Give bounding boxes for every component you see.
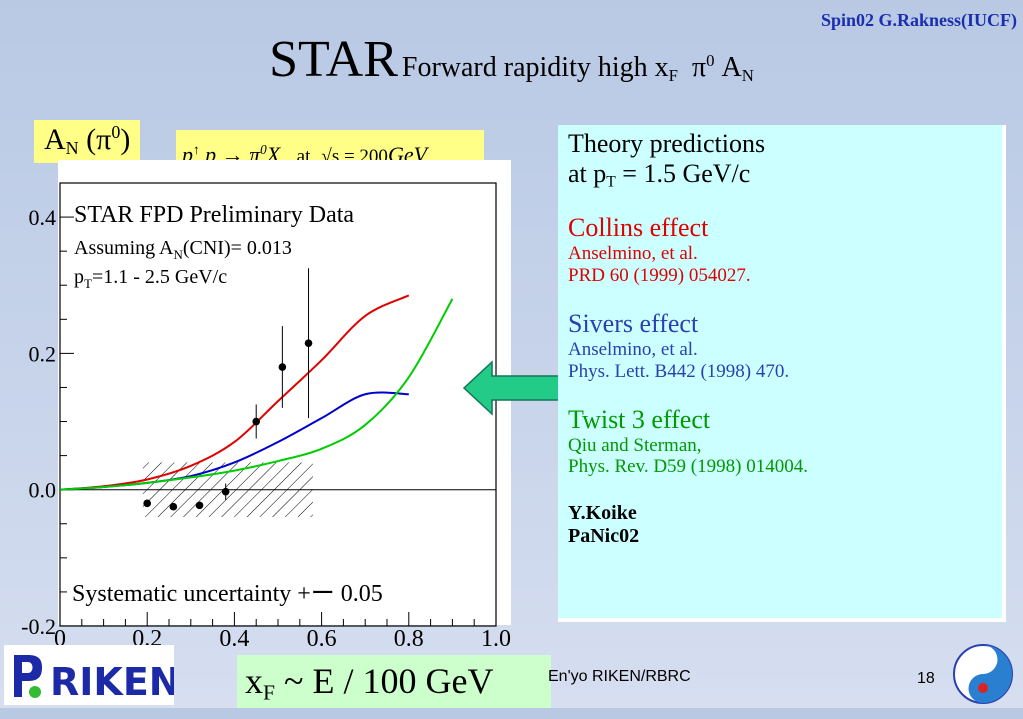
y-tick-labels: 0.4 0.2 0.0 -0.2 [21,205,56,639]
data-point [195,501,204,510]
twist3-ref1: Qiu and Sterman, [568,434,702,456]
data-point [143,499,151,508]
data-point [278,363,287,371]
theory-curves [59,294,454,491]
footer-author: En'yo RIKEN/RBRC [548,668,691,685]
data-point [252,417,260,426]
collins-ref1: Anselmino, et al. [568,243,698,265]
data-point [304,339,313,347]
page-number: 18 [917,670,935,687]
slide-title: STAR Forward rapidity high xF π0 AN [0,30,1023,89]
theory-conference: PaNic02 [568,525,640,548]
data-points [143,268,313,511]
svg-text:RIKEN: RIKEN [50,660,174,704]
collins-title: Collins effect [568,213,709,243]
data-point [221,487,230,496]
x-tick-label: 0.8 [394,626,424,652]
systematic-uncertainty-label: Systematic uncertainty +ー 0.05 [72,581,383,607]
sivers-title: Sivers effect [568,309,699,339]
legend-title: STAR FPD Preliminary Data [74,202,354,228]
legend-pt: pT=1.1 - 2.5 GeV/c [74,266,227,291]
theory-predictions-panel: Theory predictions at pT = 1.5 GeV/c Col… [558,125,1006,622]
xf-definition: xF ~ E / 100 GeV [237,655,551,708]
theory-pt: at pT = 1.5 GeV/c [568,158,751,191]
twist3-title: Twist 3 effect [568,404,711,434]
title-main: STAR [269,31,398,88]
x-tick-label: 1.0 [481,626,511,652]
institute-emblem-icon [953,644,1013,704]
y-tick-label: 0.2 [29,341,57,366]
theory-curve-0 [59,294,410,491]
y-tick-label: 0.4 [29,205,57,230]
y-axis-label: AN (π0) [34,120,141,164]
riken-logo: RIKEN [4,645,174,705]
data-point [169,502,178,511]
presenter-credit: Spin02 G.Rakness(IUCF) [820,10,1017,30]
x-tick-label: 0.4 [219,626,249,652]
legend-cni: Assuming AN(CNI)= 0.013 [74,237,292,262]
plot-background [58,160,511,625]
sivers-ref1: Anselmino, et al. [568,338,698,360]
sivers-ref2: Phys. Lett. B442 (1998) 470. [568,360,790,382]
theory-author: Y.Koike [568,502,637,525]
theory-heading: Theory predictions [568,129,766,158]
y-tick-label: -0.2 [21,614,56,639]
left-arrow-icon [462,360,561,416]
y-tick-label: 0.0 [29,478,57,503]
collins-ref2: PRD 60 (1999) 054027. [568,265,751,287]
theory-curve-2 [59,298,454,491]
x-tick-label: 0.6 [307,626,337,652]
twist3-ref2: Phys. Rev. D59 (1998) 014004. [568,456,808,478]
title-subtitle: Forward rapidity high xF π0 AN [401,50,754,86]
